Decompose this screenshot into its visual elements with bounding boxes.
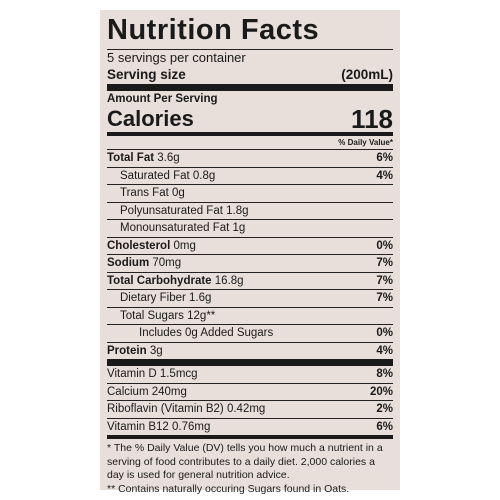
daily-value: 0%: [376, 327, 393, 339]
nutrient-row: Vitamin B12 0.76mg 6%: [107, 417, 393, 436]
nutrient: Riboflavin (Vitamin B2) 0.42mg: [107, 401, 265, 418]
nutrient-name: Saturated Fat: [120, 169, 190, 182]
nutrient: Total Fat 3.6g: [107, 150, 180, 167]
nutrient-name: Includes 0g Added Sugars: [139, 327, 274, 339]
daily-value: 8%: [376, 368, 393, 380]
footnote: ** Contains naturally occuring Sugars fo…: [107, 482, 350, 495]
nutrient-name: Polyunsaturated Fat: [120, 204, 223, 217]
nutrient-amount: 1.8g: [226, 204, 249, 217]
nutrient-row: Monounsaturated Fat 1g: [107, 219, 393, 237]
nutrient-amount: 16.8g: [214, 274, 244, 287]
nutrient-row: Total Sugars 12g**: [107, 306, 393, 325]
nutrient-amount: 3g: [149, 344, 163, 357]
nutrient-name: Calcium: [107, 385, 149, 398]
daily-value: 2%: [376, 403, 393, 415]
nutrient-amount: 0.42mg: [226, 403, 266, 415]
nutrient-name: Cholesterol: [107, 239, 171, 252]
serving-size-label: Serving size: [107, 67, 186, 82]
nutrient-amount: 0g: [171, 187, 185, 199]
nutrient-row: Total Fat 3.6g 6%: [107, 149, 393, 167]
nutrient-row: Saturated Fat 0.8g 4%: [107, 166, 393, 185]
nutrient-row: Calcium 240mg 20%: [107, 382, 393, 401]
footnotes: * The % Daily Value (DV) tells you how m…: [107, 439, 393, 496]
nutrient-row: Trans Fat 0g: [107, 184, 393, 202]
nutrient-row: Includes 0g Added Sugars 0%: [107, 324, 393, 342]
daily-value: 4%: [376, 344, 393, 357]
nutrient: Vitamin D 1.5mcg: [107, 366, 198, 383]
nutrient: Dietary Fiber 1.6g: [107, 290, 211, 307]
nutrient-amount: 0mg: [173, 239, 196, 252]
daily-value: 6%: [376, 420, 393, 433]
nutrient-amount: 240mg: [151, 385, 187, 398]
title: Nutrition Facts: [107, 14, 320, 46]
nutrient-list: Total Fat 3.6g 6% Saturated Fat 0.8g 4% Tran…: [107, 149, 393, 359]
serving-size-amount: (200mL): [341, 67, 393, 82]
nutrient: Saturated Fat 0.8g: [107, 168, 215, 185]
nutrient: Trans Fat 0g: [107, 185, 185, 202]
nutrient: Sodium 70mg: [107, 255, 181, 272]
nutrient-row: Riboflavin (Vitamin B2) 0.42mg 2%: [107, 400, 393, 418]
calories: Calories 118: [107, 106, 393, 132]
nutrient-name: Dietary Fiber: [120, 292, 186, 304]
serving-size: Serving size (200mL): [107, 66, 393, 84]
daily-value: 4%: [376, 169, 393, 182]
nutrient: Total Carbohydrate 16.8g: [107, 273, 244, 290]
nutrient: Protein 3g: [107, 343, 163, 360]
nutrient-row: Protein 3g 4%: [107, 341, 393, 360]
divider: [107, 435, 393, 439]
nutrient-amount: 3.6g: [157, 152, 180, 164]
daily-value: 20%: [369, 385, 393, 398]
nutrient-amount: 0.76mg: [172, 420, 211, 433]
daily-value: 7%: [376, 274, 393, 287]
nutrient-row: Vitamin D 1.5mcg 8%: [107, 366, 393, 383]
nutrient-row: Dietary Fiber 1.6g 7%: [107, 289, 393, 307]
nutrient-amount: 1g: [232, 222, 246, 234]
divider: [107, 132, 393, 136]
nutrient-name: Riboflavin (Vitamin B2): [107, 403, 224, 415]
nutrient: Cholesterol 0mg: [107, 238, 196, 255]
nutrient-name: Total Carbohydrate: [107, 274, 212, 287]
daily-value: 0%: [376, 239, 393, 252]
daily-value: 7%: [376, 292, 393, 304]
daily-value-header: % Daily Value*: [338, 138, 393, 147]
nutrient-name: Sodium: [107, 257, 150, 269]
nutrient-amount: 12g**: [187, 309, 216, 322]
daily-value: 6%: [376, 152, 393, 164]
nutrient-name: Vitamin D: [107, 368, 157, 380]
nutrient-row: Sodium 70mg 7%: [107, 254, 393, 272]
nutrient: Calcium 240mg: [107, 384, 187, 401]
nutrient-amount: 0.8g: [192, 169, 216, 182]
nutrient: Includes 0g Added Sugars: [107, 325, 273, 342]
nutrient-name: Monounsaturated Fat: [120, 222, 230, 234]
calories-value: 118: [351, 104, 393, 134]
divider: [107, 84, 393, 91]
footnote: * The % Daily Value (DV) tells you how m…: [107, 442, 383, 481]
nutrient: Total Sugars 12g**: [107, 308, 215, 325]
nutrient-name: Vitamin B12: [107, 420, 169, 433]
amount-per-serving: Amount Per Serving: [107, 93, 218, 105]
nutrient-name: Protein: [107, 344, 147, 357]
nutrient-amount: 1.5mcg: [159, 368, 198, 380]
divider: [107, 359, 393, 366]
nutrient: Monounsaturated Fat 1g: [107, 220, 245, 237]
vitamin-list: Vitamin D 1.5mcg 8% Calcium 240mg 20% Ribofl…: [107, 366, 393, 435]
nutrient: Polyunsaturated Fat 1.8g: [107, 203, 249, 220]
nutrient-row: Total Carbohydrate 16.8g 7%: [107, 271, 393, 290]
nutrient-name: Total Fat: [107, 152, 155, 164]
calories-label: Calories: [107, 106, 194, 131]
nutrient-amount: 70mg: [152, 257, 182, 269]
nutrient: Vitamin B12 0.76mg: [107, 419, 210, 436]
nutrient-row: Polyunsaturated Fat 1.8g: [107, 201, 393, 220]
nutrition-label: Nutrition Facts 5 servings per container…: [100, 10, 400, 495]
nutrient-name: Total Sugars: [120, 309, 184, 322]
nutrient-row: Cholesterol 0mg 0%: [107, 236, 393, 255]
servings: 5 servings per container: [107, 49, 393, 66]
daily-value: 7%: [376, 257, 393, 269]
nutrient-name: Trans Fat: [120, 187, 169, 199]
nutrient-amount: 1.6g: [189, 292, 212, 304]
